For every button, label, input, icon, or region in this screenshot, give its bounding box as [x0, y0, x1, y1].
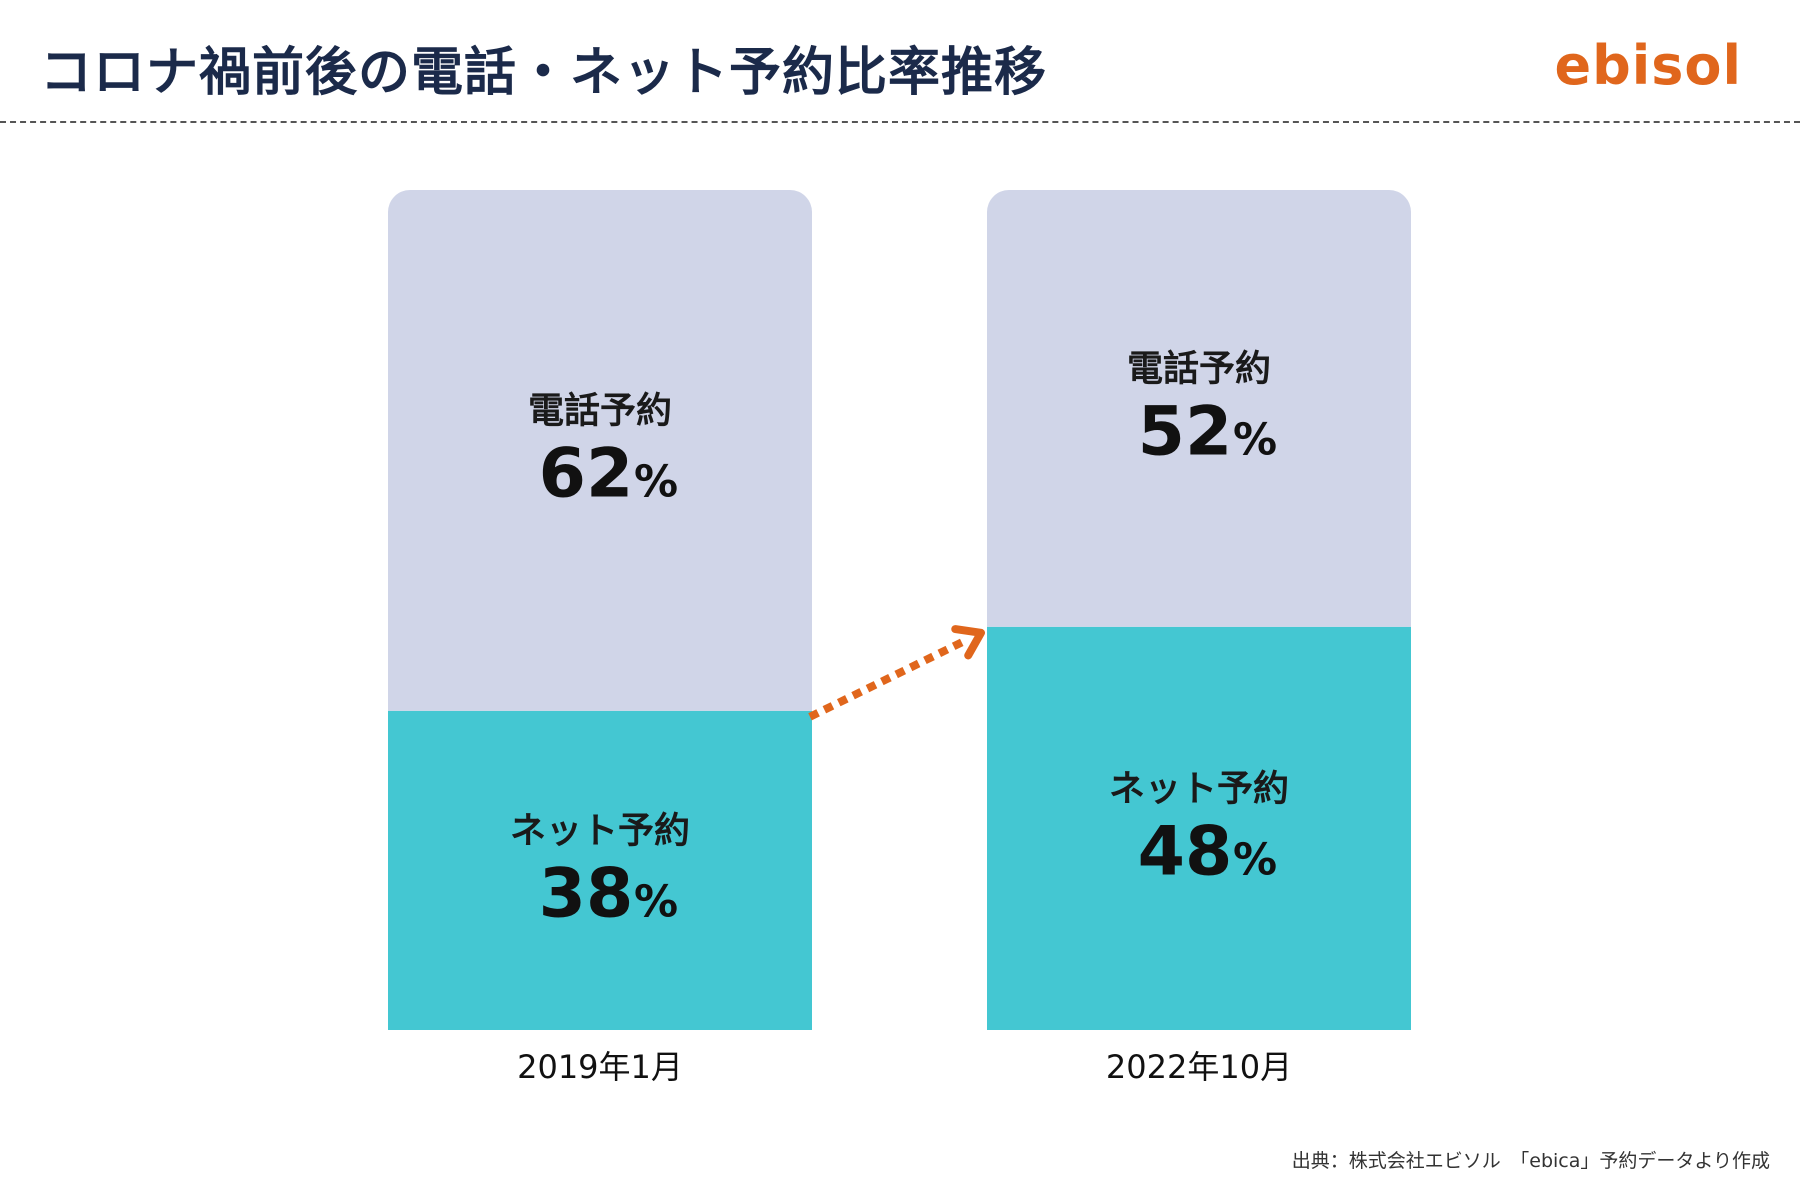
net-reservation-bar-1	[987, 626, 1411, 1030]
net-series-label-1: ネット予約	[1109, 768, 1289, 809]
source-note: 出典：株式会社エビソル 「ebica」予約データより作成	[1291, 1150, 1770, 1172]
phone-reservation-bar-0	[388, 190, 812, 711]
header-divider	[0, 121, 1800, 123]
net-series-label-0: ネット予約	[510, 810, 690, 851]
category-label-0: 2019年1月	[517, 1048, 683, 1086]
trend-arrow-line	[808, 636, 969, 721]
net-value-label-0: 38	[539, 854, 634, 933]
trend-arrow-head	[951, 625, 985, 660]
net-reservation-bar-0	[388, 710, 812, 1030]
phone-series-label-1: 電話予約	[1127, 348, 1271, 389]
category-label-1: 2022年10月	[1106, 1048, 1292, 1086]
phone-unit-label-0: %	[634, 456, 678, 507]
phone-value-label-0: 62	[539, 434, 634, 513]
net-value-label-1: 48	[1138, 812, 1233, 891]
bar-stack-1	[987, 190, 1411, 1030]
brand-logo: ebisol	[1554, 34, 1742, 97]
phone-value-label-1: 52	[1138, 392, 1233, 471]
phone-unit-label-1: %	[1233, 414, 1277, 465]
net-unit-label-0: %	[634, 876, 678, 927]
phone-series-label-0: 電話予約	[528, 390, 672, 431]
bar-stack-0	[388, 190, 812, 1030]
page-title: コロナ禍前後の電話・ネット予約比率推移	[40, 43, 1048, 103]
net-unit-label-1: %	[1233, 834, 1277, 885]
phone-reservation-bar-1	[987, 190, 1411, 627]
